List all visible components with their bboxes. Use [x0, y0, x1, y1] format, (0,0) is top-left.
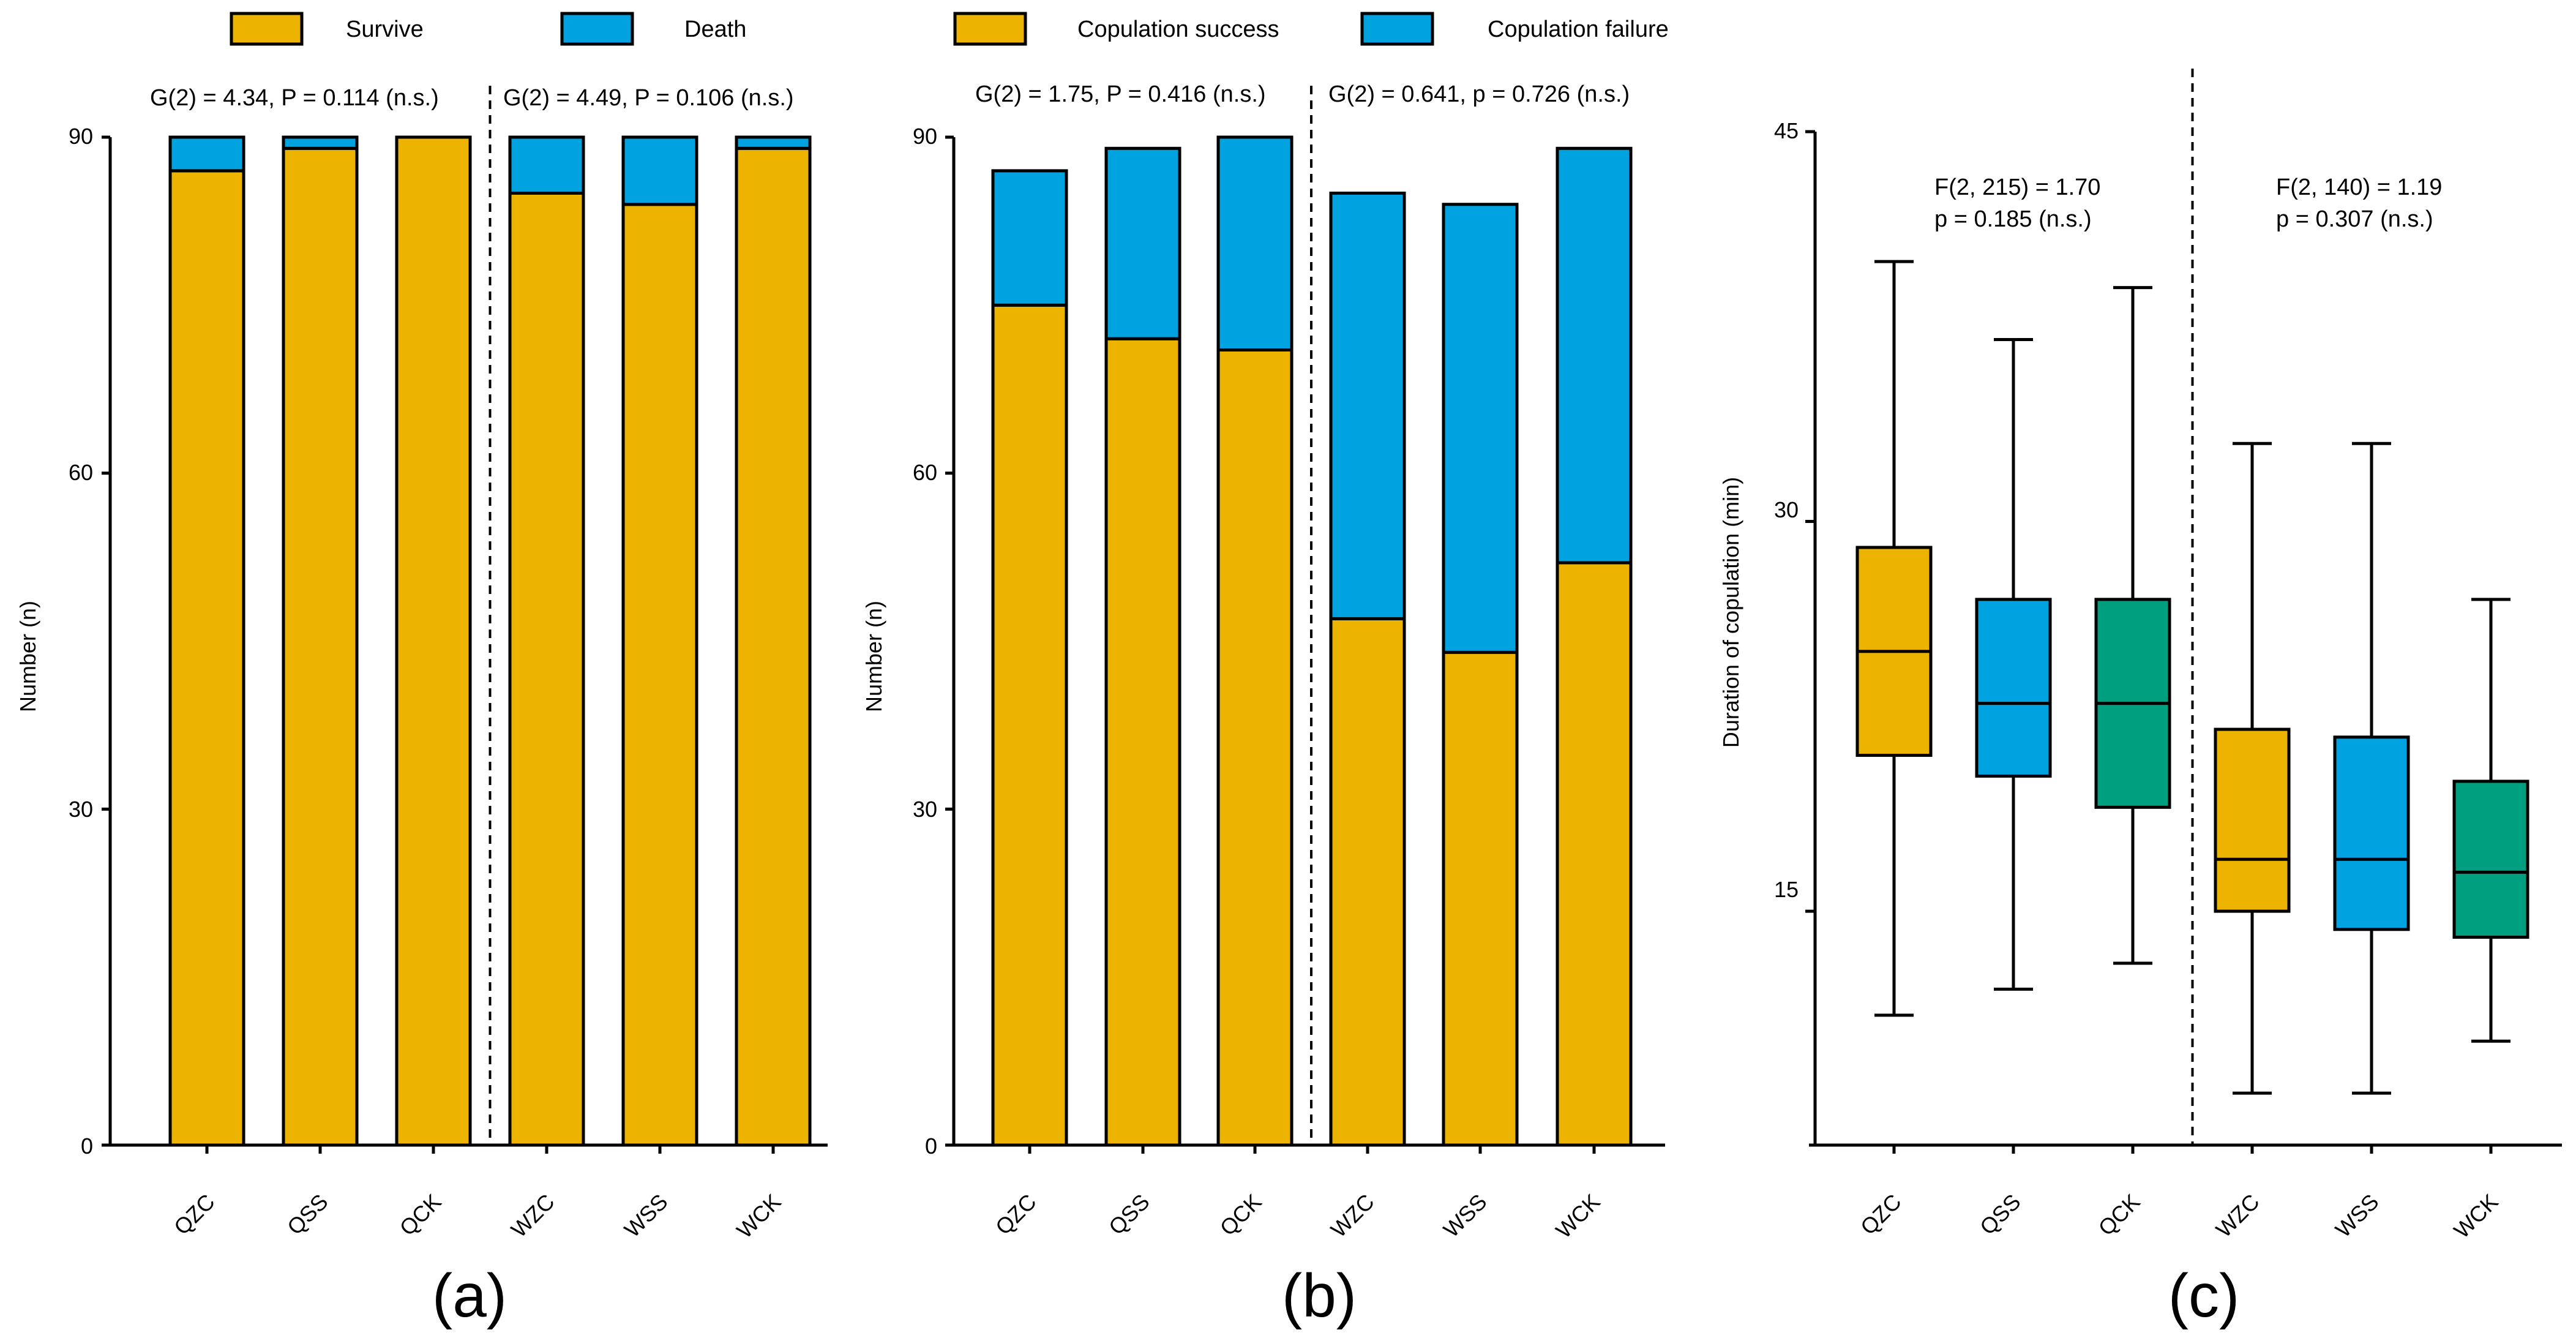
legend-swatch-survive	[230, 12, 304, 46]
x-tick-label: QZC	[1855, 1189, 1906, 1240]
legend-swatch-copulation-failure	[1360, 12, 1434, 46]
annotation-g-test-q: G(2) = 4.34, P = 0.114 (n.s.)	[150, 85, 439, 111]
bar-survive-wck	[735, 146, 812, 1147]
bar-copulation-failure-wss	[1442, 203, 1519, 654]
y-axis-title: Number (n)	[861, 601, 886, 712]
annotation-anova-w-line2: p = 0.307 (n.s.)	[2276, 206, 2433, 232]
x-tick-label: QSS	[1104, 1189, 1155, 1240]
bar-death-wss	[621, 135, 698, 206]
x-tick-label: QCK	[1215, 1189, 1267, 1241]
bar-survive-qss	[282, 146, 359, 1147]
bar-survive-wzc	[508, 191, 585, 1147]
x-tick-label: WSS	[1439, 1189, 1492, 1242]
x-tick-label: QCK	[2094, 1189, 2145, 1241]
x-tick-label: QZC	[169, 1189, 220, 1240]
legend-swatch-copulation-success	[953, 12, 1027, 46]
y-tick-label: 60	[69, 460, 93, 485]
bar-survive-wss	[621, 203, 698, 1147]
x-tick-label: QZC	[990, 1189, 1041, 1240]
bar-copulation-failure-wck	[1556, 146, 1633, 565]
x-tick-label: WZC	[1326, 1189, 1379, 1242]
y-tick-label: 90	[69, 124, 93, 149]
panel-b-copulation-chart: Copulation success Copulation failure G(…	[861, 12, 1669, 1330]
y-tick-label: 30	[913, 797, 937, 822]
annotation-anova-q-line2: p = 0.185 (n.s.)	[1934, 206, 2092, 232]
panel-label-a: (a)	[432, 1261, 507, 1330]
annotation-anova-q-line1: F(2, 215) = 1.70	[1934, 175, 2100, 200]
bar-death-qzc	[168, 135, 245, 173]
bar-copulation-success-qss	[1104, 337, 1181, 1147]
x-tick-label: WCK	[1551, 1189, 1604, 1243]
legend-label-copulation-success: Copulation success	[1077, 17, 1279, 42]
y-tick-label: 15	[1774, 877, 1799, 902]
box-qss	[1975, 598, 2052, 778]
y-tick-label: 60	[913, 460, 937, 485]
box-wss	[2333, 735, 2410, 931]
bar-copulation-success-wzc	[1329, 617, 1406, 1147]
bar-survive-qck	[395, 135, 472, 1147]
y-axis-title: Number (n)	[15, 601, 40, 712]
x-tick-label: WSS	[620, 1189, 673, 1242]
y-tick-label: 30	[69, 797, 93, 822]
bar-death-wck	[735, 135, 812, 150]
x-tick-label: WSS	[2331, 1189, 2384, 1242]
y-tick-label: 45	[1774, 118, 1799, 143]
y-tick-label: 90	[913, 124, 937, 149]
bar-death-qss	[282, 135, 359, 150]
legend-label-copulation-failure: Copulation failure	[1488, 17, 1669, 42]
x-tick-label: WZC	[2211, 1189, 2264, 1242]
x-tick-label: WCK	[732, 1189, 785, 1243]
annotation-g-test-w: G(2) = 4.49, P = 0.106 (n.s.)	[503, 85, 794, 111]
bar-survive-qzc	[168, 169, 245, 1147]
x-tick-label: QSS	[1975, 1189, 2026, 1240]
x-tick-label: QSS	[282, 1189, 333, 1240]
bar-copulation-failure-qzc	[991, 169, 1068, 307]
x-tick-label: WZC	[506, 1189, 560, 1242]
panel-c-duration-boxplot: F(2, 215) = 1.70 p = 0.185 (n.s.) F(2, 1…	[1718, 69, 2562, 1330]
bar-copulation-failure-qss	[1104, 146, 1181, 340]
bar-copulation-failure-qck	[1216, 135, 1294, 351]
x-tick-label: WCK	[2449, 1189, 2503, 1243]
legend-label-death: Death	[684, 17, 746, 42]
annotation-anova-w-line1: F(2, 140) = 1.19	[2276, 175, 2442, 200]
annotation-g-test-w: G(2) = 0.641, p = 0.726 (n.s.)	[1328, 81, 1630, 107]
y-tick-label: 0	[81, 1133, 93, 1159]
y-tick-label: 0	[925, 1133, 937, 1159]
bar-copulation-success-qzc	[991, 303, 1068, 1147]
bar-copulation-success-qck	[1216, 348, 1294, 1147]
legend-label-survive: Survive	[346, 17, 424, 42]
panel-label-b: (b)	[1282, 1261, 1357, 1330]
bar-copulation-failure-wzc	[1329, 191, 1406, 620]
y-tick-label: 30	[1774, 497, 1799, 522]
box-wck	[2452, 780, 2529, 939]
legend-swatch-death	[560, 12, 634, 46]
bar-copulation-success-wss	[1442, 650, 1519, 1147]
annotation-g-test-q: G(2) = 1.75, P = 0.416 (n.s.)	[975, 81, 1266, 107]
y-axis-title: Duration of copulation (min)	[1718, 477, 1743, 748]
bar-death-wzc	[508, 135, 585, 195]
bar-copulation-success-wck	[1556, 561, 1633, 1147]
panel-label-c: (c)	[2168, 1261, 2240, 1330]
panel-a-survival-chart: Survive Death G(2) = 4.34, P = 0.114 (n.…	[15, 12, 828, 1330]
box-wzc	[2214, 727, 2291, 913]
x-tick-label: QCK	[395, 1189, 446, 1241]
